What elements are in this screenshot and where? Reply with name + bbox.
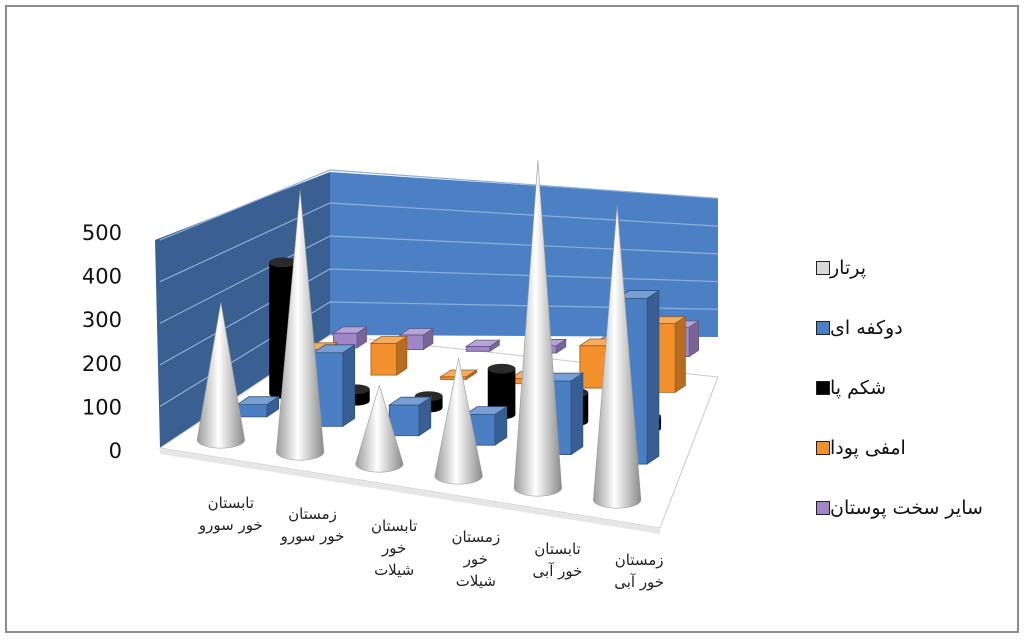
category-label-line: خور آبی	[532, 561, 583, 580]
bar-سایر-سخت-پوستان-1-face	[398, 328, 435, 336]
legend-item: شکم پا	[812, 358, 1022, 418]
bar-دوکفه-ای-1-face	[342, 344, 356, 428]
bar-دوکفه-ای-3-face	[463, 406, 509, 415]
bar-پرتار-2	[355, 384, 404, 473]
bar-سایر-سخت-پوستان-0-face	[332, 326, 368, 334]
legend-label: دوکفه ای	[830, 317, 903, 339]
category-label: تابستان خور شیلات	[346, 515, 442, 581]
category-label-line: تابستان	[207, 493, 255, 512]
chart-legend: پرتار دوکفه ای شکم پا امفی پودا سایر سخت پوس…	[812, 238, 1022, 538]
gridline	[159, 235, 719, 324]
bar-دوکفه-ای-4-face	[570, 372, 584, 456]
legend-item: امفی پودا	[812, 418, 1022, 478]
category-label-line: شیلات	[374, 560, 415, 579]
bar-دوکفه-ای-2-face	[387, 396, 433, 406]
category-label: زمستان خور سورو	[265, 503, 361, 547]
bar-پرتار-0	[196, 302, 245, 449]
category-label-line: شیلات	[455, 572, 496, 591]
legend-swatch	[816, 441, 830, 455]
side-wall	[155, 172, 330, 448]
bar-سایر-سخت-پوستان-2	[465, 346, 491, 352]
y-tick-label: 400	[82, 265, 122, 289]
bar-امفی-پودا-1	[370, 342, 397, 376]
bar-سایر-سخت-پوستان-2-face	[464, 339, 501, 347]
bar-امفی-پودا-1-face	[369, 336, 409, 344]
bar-دوکفه-ای-0	[236, 404, 268, 418]
bar-امفی-پودا-4	[579, 345, 606, 389]
category-label-line: خور سورو	[280, 527, 345, 546]
category-label: زمستان خور شیلات	[428, 526, 524, 592]
category-label-line: زمستان	[451, 528, 501, 547]
bar-دوکفه-ای-5-face	[646, 289, 660, 465]
floor-edge	[160, 448, 660, 534]
legend-item: پرتار	[812, 238, 1022, 298]
bar-پرتار-3	[434, 357, 483, 485]
category-label-line: خور آبی	[614, 573, 665, 592]
bar-امفی-پودا-5-face	[674, 315, 686, 394]
legend-item: دوکفه ای	[812, 298, 1022, 358]
bar-پرتار-5	[593, 205, 642, 509]
bar-شکم-پا-3	[487, 363, 516, 420]
bar-دوکفه-ای-2	[388, 404, 420, 437]
category-label: زمستان خور آبی	[591, 549, 687, 593]
y-tick-label: 200	[82, 352, 122, 376]
category-label-line: تابستان	[534, 539, 581, 558]
bar-دوکفه-ای-1-face	[311, 344, 357, 354]
bar-شکم-پا-3-top	[487, 363, 516, 374]
category-label-line: تابستان	[370, 516, 418, 535]
legend-label: شکم پا	[830, 377, 887, 399]
legend-label: پرتار	[830, 257, 867, 279]
y-tick-label: 500	[82, 221, 122, 245]
category-label-line: زمستان	[288, 505, 337, 524]
bar-دوکفه-ای-5-face	[616, 290, 661, 299]
category-label: تابستان خور سورو	[183, 492, 279, 536]
y-tick-label: 300	[82, 308, 122, 332]
category-label-line: خور	[463, 550, 488, 569]
category-label-line: خور	[382, 538, 407, 557]
legend-item: سایر سخت پوستان	[812, 478, 1022, 538]
gridline	[159, 169, 719, 241]
bar-پرتار-1	[276, 189, 325, 461]
y-tick-label: 0	[109, 439, 122, 463]
legend-swatch	[816, 501, 830, 515]
category-label: تابستان خور آبی	[510, 538, 606, 582]
gridline	[159, 202, 719, 283]
legend-swatch	[816, 321, 830, 335]
bar-دوکفه-ای-0-face	[235, 396, 280, 405]
bar-شکم-پا-0-top	[269, 257, 297, 268]
legend-label: امفی پودا	[830, 437, 906, 459]
legend-swatch	[816, 261, 830, 275]
category-label-line: زمستان	[614, 551, 664, 570]
bar-پرتار-4	[513, 160, 562, 497]
legend-swatch	[816, 381, 830, 395]
legend-label: سایر سخت پوستان	[830, 497, 983, 519]
back-wall	[330, 172, 718, 337]
y-tick-label: 100	[82, 395, 122, 419]
category-label-line: خور سورو	[198, 515, 263, 534]
